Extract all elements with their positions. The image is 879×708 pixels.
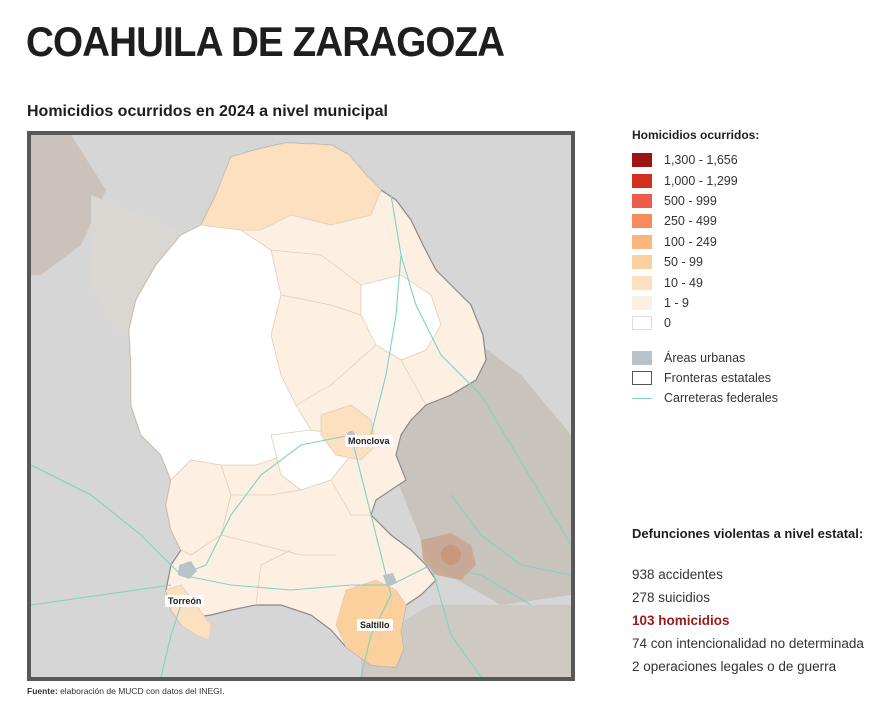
city-label-monclova: Monclova [345,435,393,447]
legend-item-urban: Áreas urbanas [632,348,872,368]
legend-item: 10 - 49 [632,272,872,292]
state-stats: Defunciones violentas a nivel estatal: 9… [632,526,877,678]
stat-line: 938 accidentes [632,567,723,582]
legend-swatch [632,173,652,188]
legend-title: Homicidios ocurridos: [632,128,760,142]
legend-label-highways: Carreteras federales [664,391,778,406]
map-container[interactable]: Monclova Torreón Saltillo [27,131,575,681]
legend-item: 250 - 499 [632,211,872,231]
legend-item: 500 - 999 [632,191,872,211]
source-text: elaboración de MUCD con datos del INEGI. [57,686,225,696]
municipal-borders [220,249,427,606]
source-label: Fuente: [27,686,58,696]
legend-item-borders: Fronteras estatales [632,368,872,388]
legend-label: 1,000 - 1,299 [664,173,738,188]
stat-line: 278 suicidios [632,590,711,605]
legend-label: 0 [664,316,671,331]
map-legend: Homicidios ocurridos: 1,300 - 1,656 1,000… [632,128,872,409]
stats-lines: 938 accidentes 278 suicidios 103 homicidio… [632,563,877,678]
legend-label: 1,300 - 1,656 [664,153,738,168]
map-svg [31,135,571,677]
legend-classes: 1,300 - 1,656 1,000 - 1,299 500 - 999 250 -… [632,150,872,334]
legend-item-highways: Carreteras federales [632,388,872,408]
legend-item: 0 [632,313,872,333]
legend-label: 500 - 999 [664,193,717,208]
legend-swatch [632,275,652,290]
legend-label-borders: Fronteras estatales [664,371,771,386]
legend-label: 10 - 49 [664,275,703,290]
legend-item: 50 - 99 [632,252,872,272]
legend-label: 250 - 499 [664,214,717,229]
legend-swatch [632,153,652,168]
municipality-sierra-mojada[interactable] [165,459,232,556]
legend-label: 50 - 99 [664,255,703,270]
legend-item: 1,000 - 1,299 [632,170,872,190]
legend-swatch [632,255,652,270]
legend-item: 100 - 249 [632,232,872,252]
legend-item: 1 - 9 [632,293,872,313]
map-subtitle: Homicidios ocurridos en 2024 a nivel mun… [27,103,388,120]
municipality-acuna[interactable] [200,142,382,231]
legend-label-urban: Áreas urbanas [664,350,746,365]
stat-line: 74 con intencionalidad no determinada [632,636,864,651]
legend-label: 1 - 9 [664,295,690,310]
outside-region-south [361,605,571,677]
city-label-saltillo: Saltillo [357,619,393,631]
stat-line: 103 homicidios [632,613,730,628]
legend-swatch [632,316,652,331]
city-label-torreon: Torreón [165,595,205,607]
legend-item: 1,300 - 1,656 [632,150,872,170]
border-swatch [632,371,652,386]
municipality-zero-west[interactable] [128,224,312,481]
municipality-zero-east[interactable] [360,274,442,361]
urban-swatch [632,350,652,365]
urban-areas [178,431,476,587]
legend-swatch [632,214,652,229]
page-title: COAHUILA DE ZARAGOZA [26,18,505,65]
outside-region-nw [31,135,106,275]
stats-title: Defunciones violentas a nivel estatal: [632,526,864,541]
legend-swatch [632,193,652,208]
legend-label: 100 - 249 [664,234,717,249]
legend-swatch [632,234,652,249]
legend-swatch [632,295,652,310]
highway-swatch [632,397,652,399]
stat-line: 2 operaciones legales o de guerra [632,659,837,674]
federal-highways [31,194,571,677]
source-note: Fuente: elaboración de MUCD con datos de… [27,686,224,696]
